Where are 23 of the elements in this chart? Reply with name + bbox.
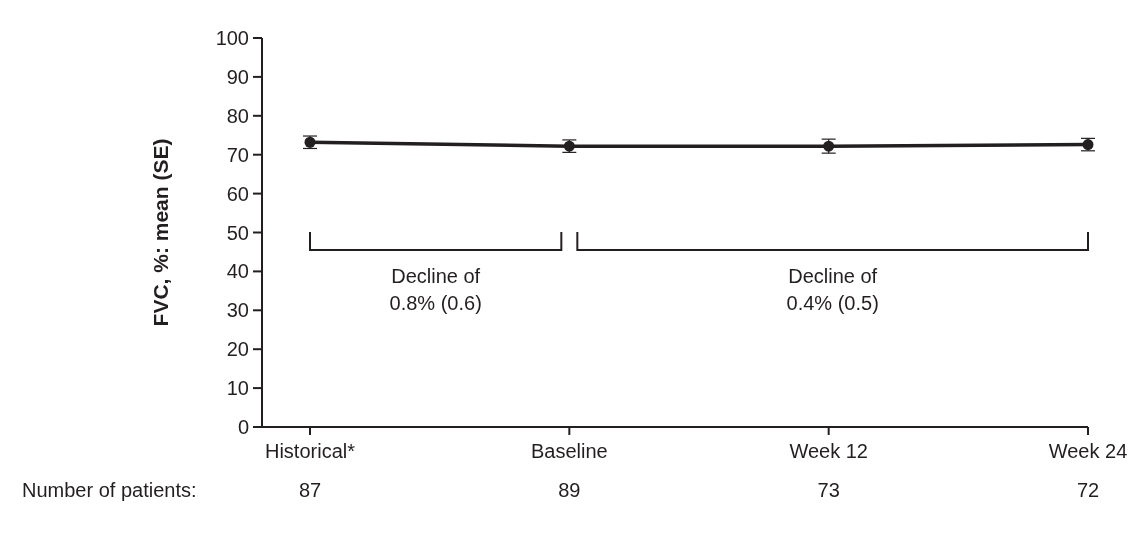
annotation: Decline of 0.4% (0.5) bbox=[786, 265, 879, 314]
text: Number of patients: bbox=[22, 479, 197, 501]
y-axis-title: FVC, %: mean (SE) bbox=[149, 138, 172, 327]
y-tick-label: 20 bbox=[226, 338, 249, 361]
text: 73 bbox=[817, 479, 840, 501]
y-tick-label: 0 bbox=[237, 416, 249, 438]
x-tick-label: Historical* bbox=[264, 440, 356, 462]
text: 87 bbox=[298, 479, 322, 501]
text: 89 bbox=[558, 479, 581, 501]
y-tick-label: 90 bbox=[226, 65, 249, 88]
x-tick-label: Week 12 bbox=[789, 440, 868, 462]
y-tick-label: 10 bbox=[226, 377, 249, 400]
annotation: Decline of 0.8% (0.6) bbox=[389, 265, 482, 314]
y-tick-label: 100 bbox=[215, 27, 249, 49]
y-tick-label: 30 bbox=[226, 299, 249, 322]
x-tick-label: Baseline bbox=[530, 440, 608, 462]
y-tick-label: 60 bbox=[226, 182, 249, 205]
x-tick-label: Week 24 bbox=[1048, 440, 1128, 462]
y-tick-label: 70 bbox=[226, 143, 249, 166]
y-tick-label: 80 bbox=[226, 104, 249, 127]
y-tick-label: 40 bbox=[226, 260, 249, 283]
y-tick-label: 50 bbox=[226, 221, 249, 244]
text: 72 bbox=[1076, 479, 1100, 501]
